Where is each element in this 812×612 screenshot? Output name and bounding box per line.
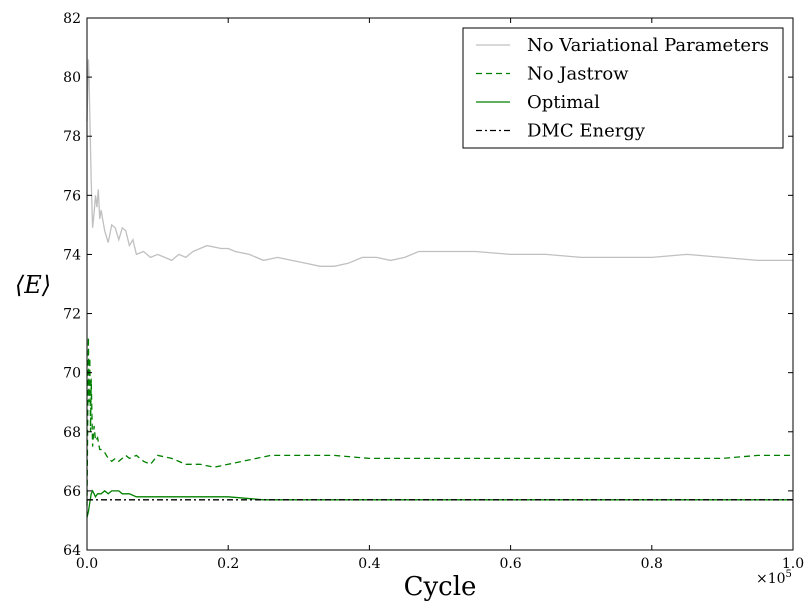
y-tick-label: 64 — [63, 543, 81, 559]
x-tick-label: 0.8 — [641, 556, 663, 572]
y-axis-title: ⟨E⟩ — [15, 271, 51, 299]
legend: No Variational Parameters No Jastrow Optim… — [462, 27, 784, 149]
y-tick-label: 76 — [63, 188, 81, 204]
ticks-layer: 0.0 0.2 0.4 0.6 0.8 1.0 64 66 68 70 72 74 76 78 80 82 — [63, 11, 804, 572]
x-tick-label: 0.0 — [76, 556, 98, 572]
y-tick-label: 70 — [63, 366, 81, 382]
x-multiplier-base: ×10 — [756, 571, 786, 587]
x-multiplier-exponent: 5 — [786, 569, 792, 580]
y-tick-label: 74 — [63, 247, 81, 263]
x-axis-title: Cycle — [404, 572, 477, 602]
plot-frame — [86, 17, 794, 551]
y-tick-label: 66 — [63, 484, 81, 500]
y-tick-label: 68 — [63, 425, 81, 441]
y-tick-label: 82 — [63, 11, 81, 27]
legend-label-3: Optimal — [527, 92, 600, 113]
legend-label-2: No Jastrow — [527, 64, 629, 85]
y-tick-label: 80 — [63, 70, 81, 86]
series-layer — [86, 59, 793, 518]
legend-label-4: DMC Energy — [527, 121, 646, 142]
legend-box — [462, 27, 784, 149]
x-tick-label: 1.0 — [782, 556, 804, 572]
x-tick-label: 0.6 — [499, 556, 521, 572]
series-line-2 — [86, 337, 793, 506]
x-tick-label: 0.4 — [358, 556, 380, 572]
x-tick-label: 0.2 — [217, 556, 239, 572]
x-axis-multiplier: ×105 — [756, 569, 792, 587]
y-tick-label: 72 — [63, 307, 81, 323]
y-tick-label: 78 — [63, 129, 81, 145]
legend-label-1: No Variational Parameters — [527, 35, 769, 56]
series-line-1 — [86, 59, 793, 267]
